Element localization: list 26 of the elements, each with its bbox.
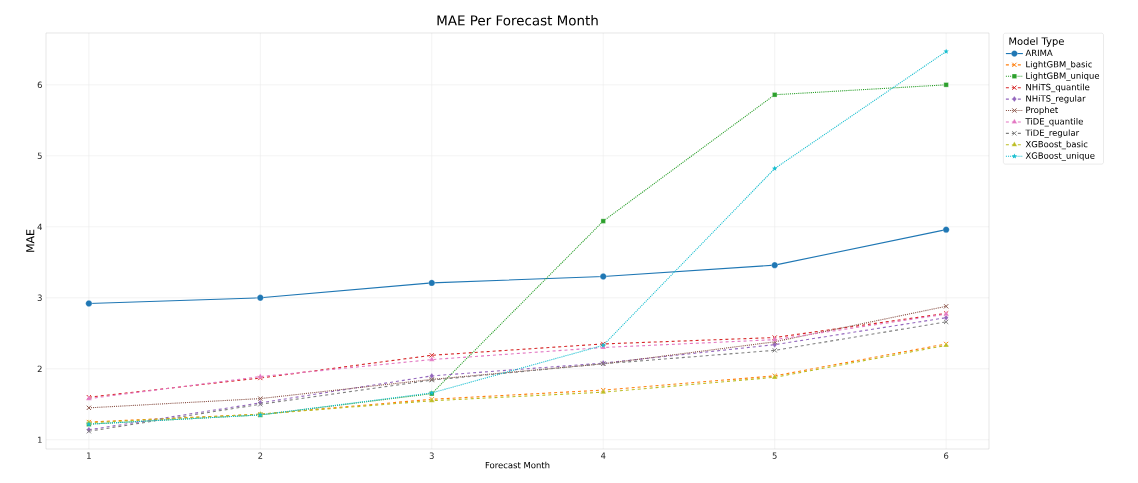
- legend-label: TiDE_regular: [1025, 129, 1080, 138]
- x-tick-label: 1: [87, 452, 91, 459]
- x-tick-label: 2: [258, 452, 263, 459]
- legend-label: XGBoost_basic: [1025, 140, 1088, 150]
- legend-label: LightGBM_unique: [1026, 72, 1100, 81]
- y-tick-label: 5: [37, 152, 42, 159]
- legend-label: NHiTS_quantile: [1026, 83, 1090, 93]
- x-tick-label: 5: [772, 452, 777, 459]
- x-tick-label: 4: [600, 452, 606, 459]
- y-tick-label: 4: [37, 223, 42, 230]
- y-tick-label: 2: [37, 365, 42, 372]
- legend-label: Prophet: [1026, 106, 1058, 115]
- chart-title: MAE Per Forecast Month: [437, 15, 598, 26]
- y-axis-title: MAE: [26, 229, 35, 252]
- x-tick-label: 3: [429, 452, 434, 459]
- legend-label: ARIMA: [1025, 49, 1053, 56]
- legend-title: Model Type: [1009, 37, 1064, 47]
- x-axis-title: Forecast Month: [485, 461, 550, 469]
- y-tick-label: 3: [37, 294, 42, 301]
- legend-label: XGBoost_unique: [1025, 152, 1095, 161]
- y-tick-label: 1: [38, 436, 42, 443]
- legend-label: LightGBM_basic: [1026, 60, 1092, 70]
- y-tick-label: 6: [37, 81, 42, 89]
- x-tick-label: 6: [944, 452, 949, 459]
- legend-label: TiDE_quantile: [1025, 117, 1083, 127]
- legend-label: NHiTS_regular: [1026, 95, 1086, 104]
